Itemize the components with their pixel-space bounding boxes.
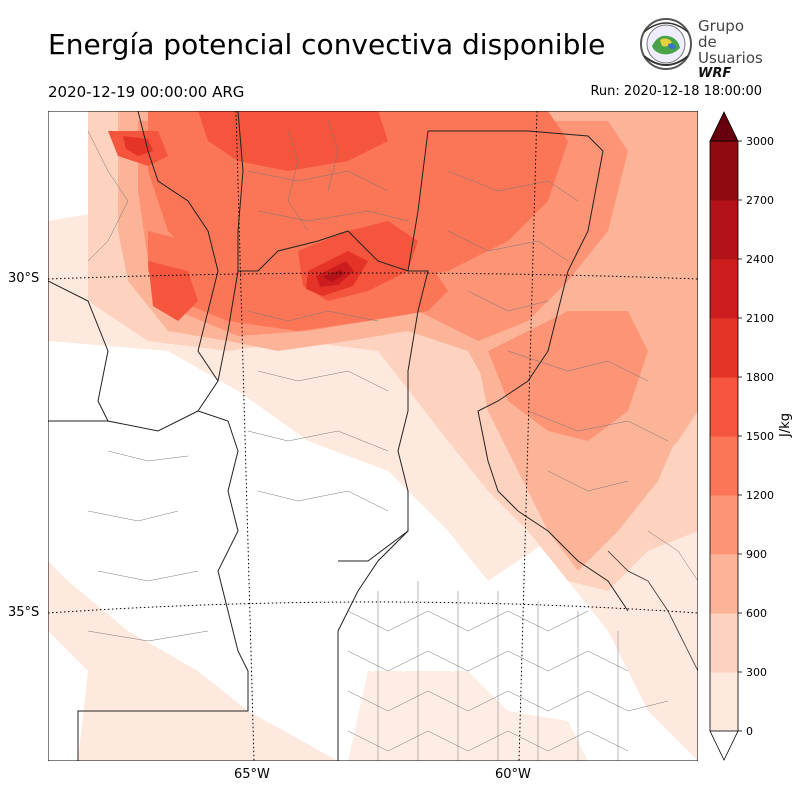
logo-line-1: Grupo de bbox=[698, 17, 744, 51]
lon-label-65w: 65°W bbox=[234, 767, 270, 782]
department-boundaries bbox=[87, 120, 698, 761]
colorbar-segment bbox=[710, 377, 738, 437]
logo-line-3: WRF bbox=[698, 66, 732, 81]
map-title: Energía potencial convectiva disponible bbox=[48, 28, 606, 61]
colorbar-tick-label: 2400 bbox=[746, 253, 774, 266]
colorbar-segment bbox=[710, 318, 738, 378]
colorbar-tick-label: 1500 bbox=[746, 430, 774, 443]
colorbar-segment bbox=[710, 613, 738, 673]
lat-label-30s: 30°S bbox=[8, 271, 40, 286]
lon-label-60w: 60°W bbox=[495, 767, 531, 782]
colorbar-tick-label: 3000 bbox=[746, 135, 774, 148]
cape-level-3-east bbox=[488, 311, 648, 441]
colorbar-tick-label: 2100 bbox=[746, 312, 774, 325]
colorbar-tick-label: 1200 bbox=[746, 489, 774, 502]
colorbar-segment bbox=[710, 259, 738, 319]
cape-clear-patches bbox=[348, 671, 588, 761]
cape-level-8-core bbox=[323, 269, 344, 282]
lat-label-35s: 35°S bbox=[8, 605, 40, 620]
colorbar-title: J/kg bbox=[778, 413, 793, 437]
colorbar-tick-label: 2700 bbox=[746, 194, 774, 207]
colorbar-segment bbox=[710, 436, 738, 496]
colorbar-segment bbox=[710, 200, 738, 260]
colorbar-extend-min bbox=[709, 730, 739, 761]
colorbar-tick-label: 900 bbox=[746, 548, 767, 561]
colorbar-tick-label: 300 bbox=[746, 666, 767, 679]
colorbar-extend-max bbox=[709, 111, 739, 142]
colorbar-segment bbox=[710, 554, 738, 614]
colorbar-segment bbox=[710, 495, 738, 555]
logo-badge-icon bbox=[640, 18, 692, 70]
colorbar-tick-label: 0 bbox=[746, 725, 753, 738]
cape-map bbox=[48, 111, 698, 761]
colorbar-segment bbox=[710, 141, 738, 201]
run-time: Run: 2020-12-18 18:00:00 bbox=[590, 84, 762, 99]
coastline bbox=[607, 550, 698, 672]
province-boundaries bbox=[48, 111, 629, 761]
cape-level-5-north bbox=[198, 111, 388, 171]
graticule bbox=[48, 111, 698, 761]
grupo-wrf-logo: Grupo de Usuarios WRF bbox=[636, 14, 763, 81]
logo-line-2: Usuarios bbox=[698, 49, 763, 67]
valid-time: 2020-12-19 00:00:00 ARG bbox=[48, 83, 245, 101]
colorbar-tick-label: 600 bbox=[746, 607, 767, 620]
colorbar-tick-label: 1800 bbox=[746, 371, 774, 384]
colorbar: 0 300 600 900 1200 1500 1800 2100 2400 2700 3000 bbox=[709, 111, 774, 761]
colorbar-segment bbox=[710, 672, 738, 732]
